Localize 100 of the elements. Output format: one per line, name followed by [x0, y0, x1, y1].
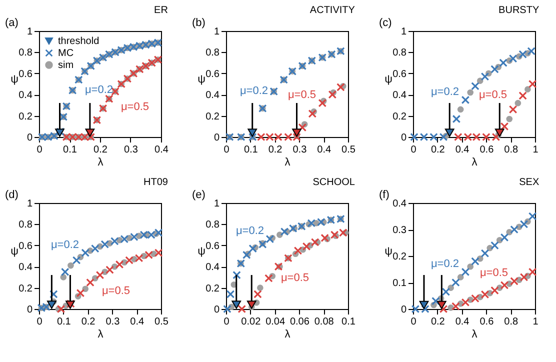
x-tick-label: 0.5 [342, 144, 356, 156]
x-tick-label: 0 [410, 316, 417, 328]
y-tick-label: 0.8 [18, 220, 33, 231]
x-axis-title: λ [284, 328, 291, 340]
x-tick-label: 0.06 [290, 316, 310, 328]
y-tick-label: 0 [400, 132, 407, 144]
x-tick-label: 0.2 [94, 144, 108, 156]
text: (d) [5, 189, 18, 201]
x-tick-label: 0.1 [56, 316, 72, 328]
x-tick-label: 0.4 [455, 144, 470, 156]
y-tick-label: 0.4 [18, 262, 33, 274]
y-tick-label: 1 [400, 26, 407, 38]
y-tick-label: 0 [26, 304, 33, 316]
annotation: μ=0.2 [236, 225, 264, 237]
x-tick-label: 0.2 [430, 144, 446, 156]
text: (e) [192, 189, 206, 201]
text: (a) [5, 17, 18, 29]
x-tick-label: 0.8 [504, 316, 518, 328]
y-tick-label: 0.4 [392, 198, 407, 210]
annotation: μ=0.5 [120, 101, 149, 113]
x-axis-title: λ [284, 156, 291, 168]
x-tick-label: 0.4 [455, 316, 470, 328]
annotation: μ=0.5 [480, 267, 508, 279]
y-tick-label: 1 [214, 26, 220, 38]
x-tick-label: 0.04 [266, 316, 286, 328]
annotation: μ=0.2 [430, 86, 459, 98]
y-axis-title: ψ [384, 246, 393, 258]
chart-title: ACTIVITY [310, 5, 356, 16]
y-tick-label: 0 [214, 132, 220, 144]
x-tick-label: 0.4 [130, 316, 144, 328]
x-tick-label: 0 [36, 316, 43, 328]
x-tick-label: 0.1 [244, 144, 258, 156]
annotation: μ=0.2 [84, 84, 113, 96]
legend-label: sim [58, 60, 74, 71]
x-axis-title: λ [472, 156, 478, 168]
y-tick-label: 0.4 [206, 90, 220, 102]
x-tick-label: 0.5 [154, 316, 169, 328]
x-axis-title: λ [472, 328, 478, 340]
annotation: μ=0.2 [50, 239, 79, 251]
y-tick-label: 1 [26, 198, 33, 210]
annotation: μ=0.5 [102, 285, 130, 297]
y-tick-label: 0.2 [18, 111, 33, 122]
x-tick-label: 0.3 [124, 144, 138, 156]
chart-title: SEX [519, 177, 540, 188]
y-tick-label: 0.2 [206, 283, 220, 294]
x-tick-label: 0.2 [430, 316, 446, 328]
x-tick-label: 0 [224, 144, 230, 156]
y-tick-label: 0.2 [392, 252, 407, 262]
y-tick-label: 0.8 [206, 220, 220, 231]
text: (f) [379, 189, 390, 201]
y-axis-title: ψ [10, 74, 19, 86]
y-tick-label: 0.6 [206, 68, 220, 80]
x-tick-label: 0.1 [342, 316, 356, 328]
x-tick-label: 1 [532, 144, 539, 156]
x-tick-label: 0.4 [154, 144, 169, 156]
y-tick-label: 0.6 [206, 240, 220, 252]
y-tick-label: 0.4 [206, 262, 220, 274]
x-tick-label: 0.02 [241, 316, 262, 328]
y-tick-label: 0.8 [18, 48, 33, 59]
y-tick-label: 0.3 [392, 225, 407, 236]
y-tick-label: 0 [214, 304, 220, 316]
y-tick-label: 0 [400, 304, 407, 316]
annotation: μ=0.2 [240, 85, 268, 97]
x-tick-label: 0.8 [504, 144, 518, 156]
y-tick-label: 0.6 [18, 68, 33, 80]
x-tick-label: 0.2 [268, 144, 283, 156]
y-tick-label: 0 [26, 132, 33, 144]
text: (b) [192, 17, 206, 29]
x-tick-label: 0.3 [106, 316, 120, 328]
annotation: μ=0.5 [288, 89, 316, 101]
y-axis-title: ψ [198, 74, 206, 86]
y-tick-label: 0.6 [392, 68, 407, 80]
x-tick-label: 0.2 [81, 316, 96, 328]
chart-title: HT09 [144, 177, 168, 188]
y-axis-title: ψ [198, 246, 206, 258]
x-tick-label: 1 [532, 316, 539, 328]
x-tick-label: 0.6 [480, 316, 494, 328]
legend-label: threshold [58, 36, 100, 47]
annotation: μ=0.5 [280, 272, 309, 284]
x-tick-label: 0.6 [480, 144, 494, 156]
y-tick-label: 1 [26, 26, 33, 38]
x-axis-title: λ [98, 328, 104, 340]
y-tick-label: 0.6 [18, 240, 33, 252]
x-tick-label: 0.1 [63, 144, 78, 156]
x-tick-label: 0.08 [314, 316, 334, 328]
y-axis-title: ψ [10, 246, 19, 258]
annotation: μ=0.2 [430, 258, 459, 270]
y-tick-label: 0.8 [206, 48, 220, 59]
y-tick-label: 0.2 [206, 111, 220, 122]
annotation: μ=0.5 [478, 89, 507, 101]
y-tick-label: 1 [214, 198, 220, 210]
y-tick-label: 0.4 [18, 90, 33, 102]
y-tick-label: 0.4 [392, 90, 407, 102]
y-tick-label: 0.1 [392, 278, 407, 289]
x-tick-label: 0 [410, 144, 417, 156]
legend-label: MC [58, 48, 74, 59]
x-tick-label: 0 [224, 316, 230, 328]
chart-title: SCHOOL [312, 177, 356, 188]
x-tick-label: 0 [36, 144, 43, 156]
x-tick-label: 0.4 [317, 144, 332, 156]
